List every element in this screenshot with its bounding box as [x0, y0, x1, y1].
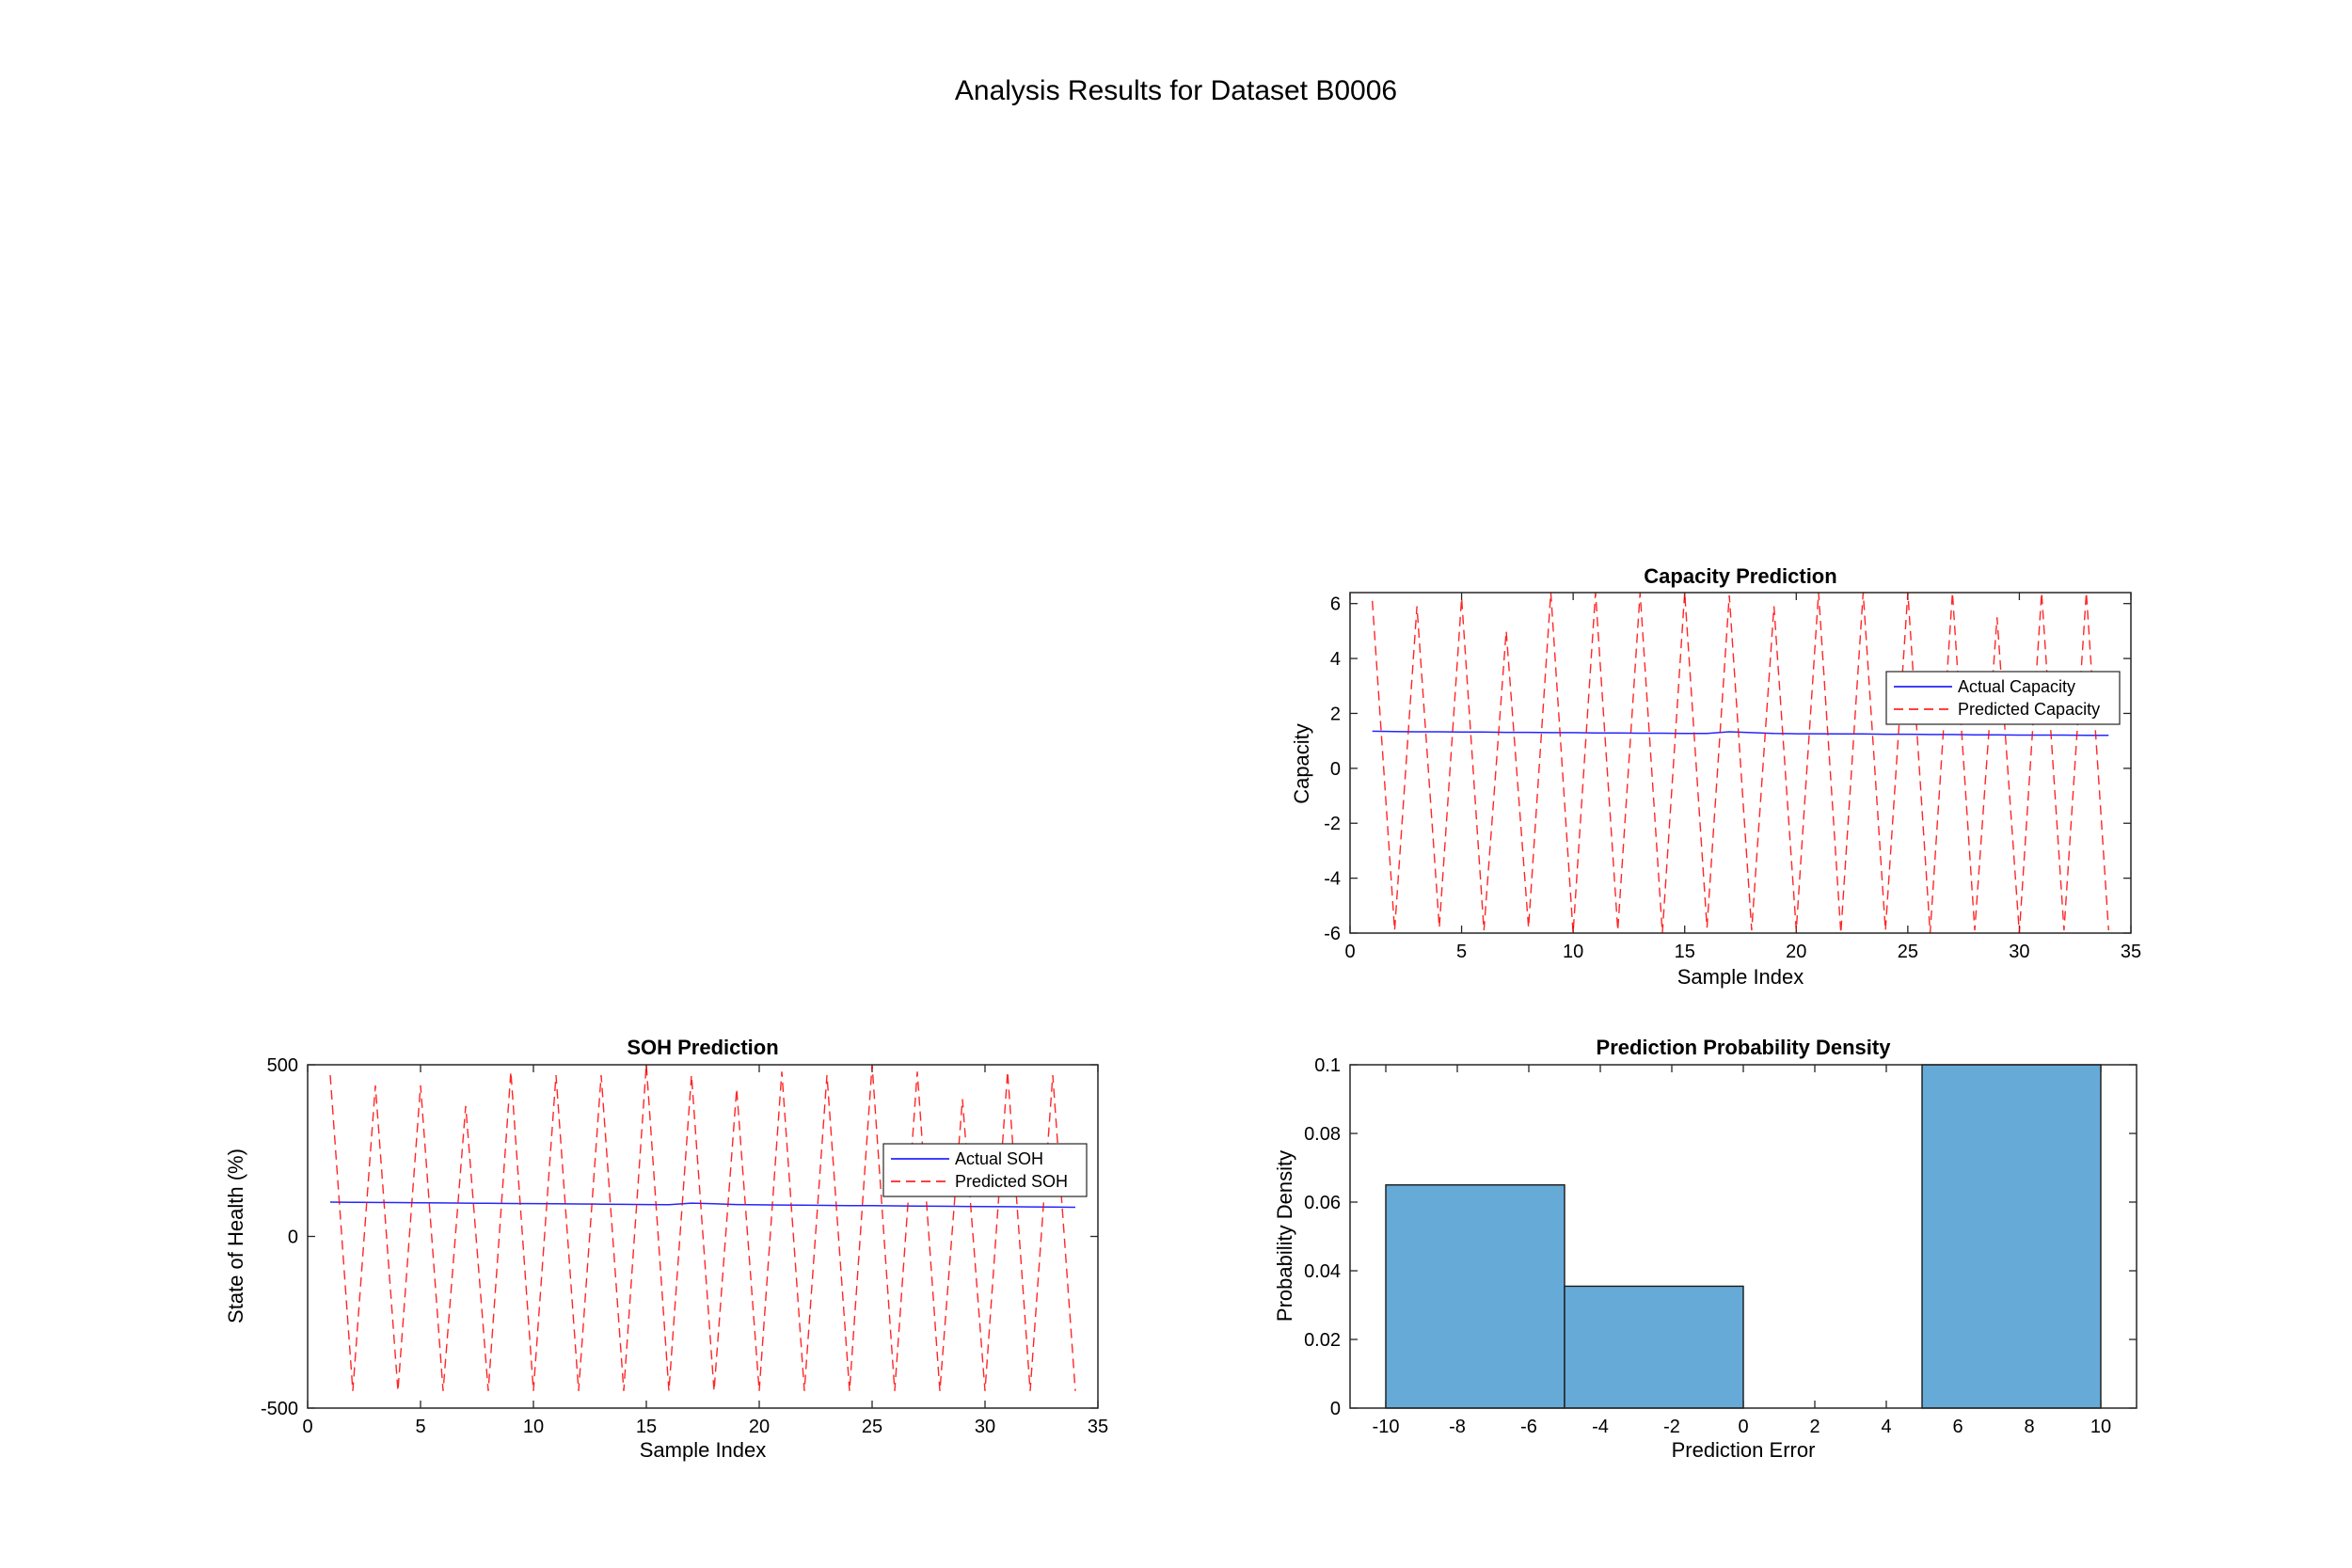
- y-tick-label: 6: [1330, 594, 1341, 615]
- x-tick-label: -4: [1592, 1417, 1609, 1437]
- histogram-bar: [1921, 1064, 2102, 1409]
- legend-entry: Predicted Capacity: [1958, 700, 2100, 719]
- y-tick-label: 0.04: [1304, 1261, 1341, 1282]
- x-tick-label: -8: [1449, 1417, 1466, 1437]
- chart-title: Capacity Prediction: [1644, 564, 1836, 588]
- y-tick-label: 4: [1330, 649, 1341, 670]
- y-tick-label: 0: [1330, 1399, 1341, 1419]
- soh-plot-area: [329, 1065, 1076, 1391]
- x-tick-label: 10: [2090, 1417, 2111, 1437]
- y-tick-label: 0: [288, 1227, 298, 1248]
- density-axes-box: [1349, 1064, 2137, 1409]
- capacity-plot-area: [1372, 593, 2109, 933]
- x-tick-label: -2: [1663, 1417, 1680, 1437]
- y-tick-label: 0.06: [1304, 1193, 1341, 1213]
- x-tick-label: 0: [1738, 1417, 1748, 1437]
- soh-chart: SOH Prediction Sample Index State of Hea…: [224, 1036, 1108, 1462]
- x-tick-label: -10: [1373, 1417, 1400, 1437]
- x-tick-label: 25: [1898, 942, 1918, 962]
- density-plot-area: [1385, 1064, 2102, 1409]
- y-tick-label: 0.1: [1314, 1055, 1341, 1076]
- y-tick-label: 0.08: [1304, 1124, 1341, 1145]
- x-tick-label: 30: [2009, 942, 2029, 962]
- y-tick-label: -500: [261, 1399, 298, 1419]
- x-tick-label: 20: [749, 1417, 770, 1437]
- series-line-actual-capacity: [1372, 730, 2109, 736]
- capacity-axes-box: [1349, 592, 2132, 934]
- legend-entry: Predicted SOH: [955, 1172, 1068, 1191]
- x-tick-label: 6: [1952, 1417, 1963, 1437]
- series-line-predicted-soh: [329, 1065, 1076, 1391]
- x-tick-label: 35: [1088, 1417, 1108, 1437]
- capacity-legend: Actual Capacity Predicted Capacity: [1885, 671, 2121, 725]
- y-tick-label: 0.02: [1304, 1330, 1341, 1351]
- y-tick-label: 500: [267, 1055, 298, 1076]
- y-tick-label: 0: [1330, 759, 1341, 780]
- chart-title: SOH Prediction: [627, 1036, 778, 1059]
- x-tick-label: 35: [2121, 942, 2141, 962]
- histogram-bar: [1564, 1285, 1744, 1409]
- x-tick-label: 5: [1456, 942, 1467, 962]
- y-axis-label: State of Health (%): [224, 1148, 247, 1323]
- legend-entry: Actual SOH: [955, 1149, 1043, 1168]
- capacity-ticks: 0 5 10 15 20 25 30 35 -6 -4 -2 0 2 4 6: [1324, 593, 2141, 962]
- x-tick-label: 30: [975, 1417, 995, 1437]
- x-tick-label: 25: [862, 1417, 882, 1437]
- chart-title: Prediction Probability Density: [1597, 1036, 1892, 1059]
- density-ticks: -10 -8 -6 -4 -2 0 2 4 6 8 10 0 0.02 0.04 0.06 0.08 0.1: [1304, 1055, 2137, 1437]
- x-tick-label: 10: [1563, 942, 1583, 962]
- x-tick-label: 15: [1675, 942, 1695, 962]
- x-tick-label: 10: [523, 1417, 544, 1437]
- x-tick-label: 15: [636, 1417, 657, 1437]
- y-tick-label: -2: [1324, 814, 1341, 834]
- x-axis-label: Sample Index: [1677, 965, 1804, 989]
- x-axis-label: Prediction Error: [1672, 1438, 1816, 1462]
- series-group: [329, 1065, 1076, 1391]
- series-group: [1372, 593, 2109, 933]
- series-line-predicted-capacity: [1372, 593, 2109, 933]
- legend-box: [1885, 671, 2121, 725]
- x-tick-label: 4: [1881, 1417, 1891, 1437]
- series-line-actual-soh: [329, 1201, 1076, 1209]
- x-tick-label: 5: [415, 1417, 425, 1437]
- y-axis-label: Probability Density: [1273, 1150, 1296, 1322]
- density-chart: Prediction Probability Density Predictio…: [1273, 1036, 2137, 1462]
- capacity-chart: Capacity Prediction Sample Index Capacit…: [1290, 564, 2141, 989]
- y-tick-label: 2: [1330, 704, 1341, 724]
- x-tick-label: -6: [1520, 1417, 1537, 1437]
- x-axis-label: Sample Index: [640, 1438, 767, 1462]
- y-axis-label: Capacity: [1290, 723, 1313, 804]
- soh-axes-box: [307, 1064, 1099, 1409]
- figure-title: Analysis Results for Dataset B0006: [955, 75, 1397, 106]
- x-tick-label: 2: [1809, 1417, 1820, 1437]
- x-tick-label: 0: [302, 1417, 312, 1437]
- x-tick-label: 20: [1786, 942, 1806, 962]
- y-tick-label: -6: [1324, 924, 1341, 944]
- legend-box: [882, 1143, 1088, 1197]
- y-tick-label: -4: [1324, 869, 1341, 890]
- soh-legend: Actual SOH Predicted SOH: [882, 1143, 1088, 1197]
- histogram-bar: [1385, 1184, 1565, 1409]
- x-tick-label: 0: [1344, 942, 1355, 962]
- x-tick-label: 8: [2024, 1417, 2034, 1437]
- legend-entry: Actual Capacity: [1958, 677, 2075, 696]
